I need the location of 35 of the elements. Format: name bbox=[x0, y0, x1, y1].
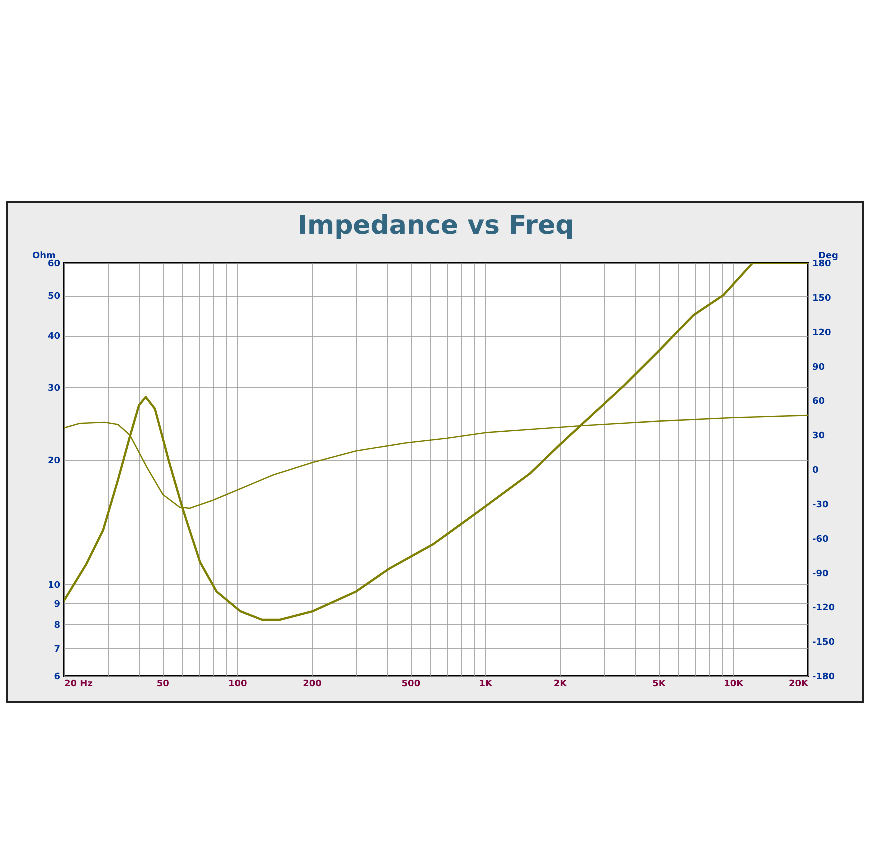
x-tick-label: 500 bbox=[402, 680, 421, 690]
y2-tick-label: 60 bbox=[812, 397, 826, 408]
x-tick-label: 100 bbox=[228, 680, 248, 690]
x-tick-label: 20 Hz bbox=[64, 680, 93, 690]
x-tick-label: 1K bbox=[479, 680, 494, 690]
x-tick-label: 50 bbox=[156, 680, 170, 690]
y-tick-label: 60 bbox=[48, 260, 60, 270]
y-tick-label: 40 bbox=[48, 332, 60, 342]
y-tick-label: 20 bbox=[48, 456, 60, 467]
y2-tick-label: 0 bbox=[812, 466, 819, 476]
x-tick-label: 5K bbox=[652, 680, 667, 690]
x-tick-label: 20K bbox=[789, 680, 810, 690]
y2-axis-title: Deg bbox=[818, 252, 838, 262]
y-tick-label: 8 bbox=[54, 620, 60, 631]
y2-tick-label: -60 bbox=[812, 534, 829, 545]
y2-tick-label: 180 bbox=[812, 260, 832, 270]
y2-tick-label: -90 bbox=[812, 569, 829, 580]
y2-tick-label: -180 bbox=[812, 672, 836, 682]
y2-tick-label: 90 bbox=[812, 362, 826, 373]
y2-tick-label: 150 bbox=[812, 294, 832, 304]
x-tick-label: 2K bbox=[554, 680, 568, 690]
y-tick-label: 50 bbox=[48, 292, 60, 302]
y2-tick-label: -150 bbox=[812, 638, 836, 648]
y2-tick-label: -120 bbox=[812, 604, 836, 614]
y-tick-label: 9 bbox=[54, 600, 60, 610]
chart-title: Impedance vs Freq bbox=[298, 211, 574, 241]
y-tick-label: 7 bbox=[54, 644, 60, 655]
x-tick-label: 200 bbox=[303, 680, 322, 690]
x-tick-label: 10K bbox=[724, 680, 745, 690]
y2-tick-label: -30 bbox=[812, 500, 829, 510]
y-tick-label: 6 bbox=[54, 672, 60, 682]
y2-tick-label: 120 bbox=[812, 328, 832, 338]
y-tick-label: 10 bbox=[48, 580, 60, 591]
y2-tick-label: 30 bbox=[812, 432, 826, 442]
y-tick-label: 30 bbox=[48, 384, 60, 394]
